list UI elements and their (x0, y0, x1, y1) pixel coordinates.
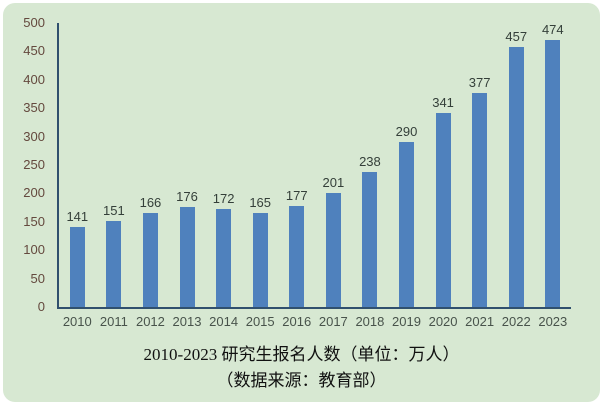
bar-value-label: 201 (322, 174, 345, 190)
chart-subtitle: （数据来源：教育部） (216, 371, 387, 390)
bar (216, 209, 232, 307)
bar (545, 40, 561, 307)
bar (69, 226, 85, 307)
bar-column: 141 2010 (59, 23, 96, 329)
bar (472, 92, 488, 307)
x-tick-label: 2012 (135, 314, 165, 329)
bar-column: 165 2015 (242, 23, 279, 329)
bar (398, 142, 414, 307)
x-tick-label: 2022 (501, 314, 531, 329)
y-tick-label: 250 (23, 157, 45, 172)
bar (106, 221, 122, 307)
chart-title: 2010-2023 研究生报名人数（单位：万人） (143, 345, 460, 364)
x-tick-label: 2011 (99, 314, 128, 329)
y-tick-label: 100 (23, 242, 45, 258)
bar-value-label: 172 (212, 191, 235, 207)
bar-column: 238 2018 (352, 23, 389, 329)
bar-column: 151 2011 (96, 23, 133, 329)
y-axis-labels: 0 50 100 150 200 250 300 350 400 450 500 (9, 15, 51, 314)
x-tick-label: 2018 (355, 314, 385, 329)
x-tick-label: 2021 (465, 314, 495, 329)
bar-value-label: 377 (468, 74, 491, 90)
bar-value-label: 290 (395, 124, 418, 140)
bar-column: 166 2012 (132, 23, 169, 329)
x-tick-label: 2017 (318, 314, 348, 329)
bar-value-label: 341 (432, 95, 454, 111)
bar-value-label: 165 (249, 195, 272, 211)
bar-column: 341 2020 (425, 23, 462, 329)
y-tick-label: 500 (23, 15, 45, 30)
bar-value-label: 166 (139, 194, 162, 210)
bar (142, 212, 158, 307)
bar-column: 172 2014 (205, 23, 242, 329)
chart-card: 0 50 100 150 200 250 300 350 400 450 500 141 2010 15… (3, 3, 600, 402)
y-tick-label: 50 (30, 270, 45, 286)
x-tick-label: 2010 (62, 314, 92, 329)
x-tick-label: 2014 (209, 314, 239, 329)
bar-column: 201 2017 (315, 23, 352, 329)
y-tick-label: 350 (23, 100, 45, 116)
bar-value-label: 457 (505, 29, 528, 45)
y-tick-label: 150 (23, 213, 45, 229)
bar-value-label: 141 (66, 208, 89, 224)
bar (252, 213, 268, 307)
bar-value-label: 474 (541, 22, 564, 37)
bar (325, 192, 341, 307)
bar-column: 176 2013 (169, 23, 206, 329)
bar-value-label: 177 (285, 188, 308, 204)
bars-container: 141 2010 151 2011 166 2012 176 2013 172 2014 165 20… (59, 22, 572, 330)
bar-value-label: 151 (103, 203, 125, 219)
x-tick-label: 2013 (172, 314, 202, 329)
bar-value-label: 238 (359, 153, 381, 169)
bar (435, 113, 451, 307)
x-tick-label: 2020 (428, 314, 458, 329)
plot-area: 0 50 100 150 200 250 300 350 400 450 500 141 2010 15… (23, 15, 572, 330)
bar-column: 290 2019 (388, 23, 425, 329)
bar-value-label: 176 (176, 189, 198, 205)
bar-column: 177 2016 (278, 23, 315, 329)
x-tick-label: 2016 (282, 314, 312, 329)
x-tick-label: 2015 (245, 314, 275, 329)
x-tick-label: 2019 (392, 314, 421, 329)
bar-column: 457 2022 (498, 23, 535, 329)
y-tick-label: 400 (23, 71, 45, 87)
bar (508, 47, 524, 307)
x-tick-label: 2023 (538, 314, 568, 329)
y-tick-label: 450 (23, 43, 45, 59)
bar-column: 474 2023 (535, 22, 572, 330)
bar (289, 206, 305, 307)
chart-caption: 2010-2023 研究生报名人数（单位：万人） （数据来源：教育部） (3, 342, 600, 394)
y-tick-label: 200 (23, 185, 45, 201)
bar (362, 171, 378, 307)
bar (179, 207, 195, 307)
y-tick-label: 0 (37, 299, 45, 314)
bar-column: 377 2021 (461, 23, 498, 329)
y-tick-label: 300 (23, 128, 45, 144)
